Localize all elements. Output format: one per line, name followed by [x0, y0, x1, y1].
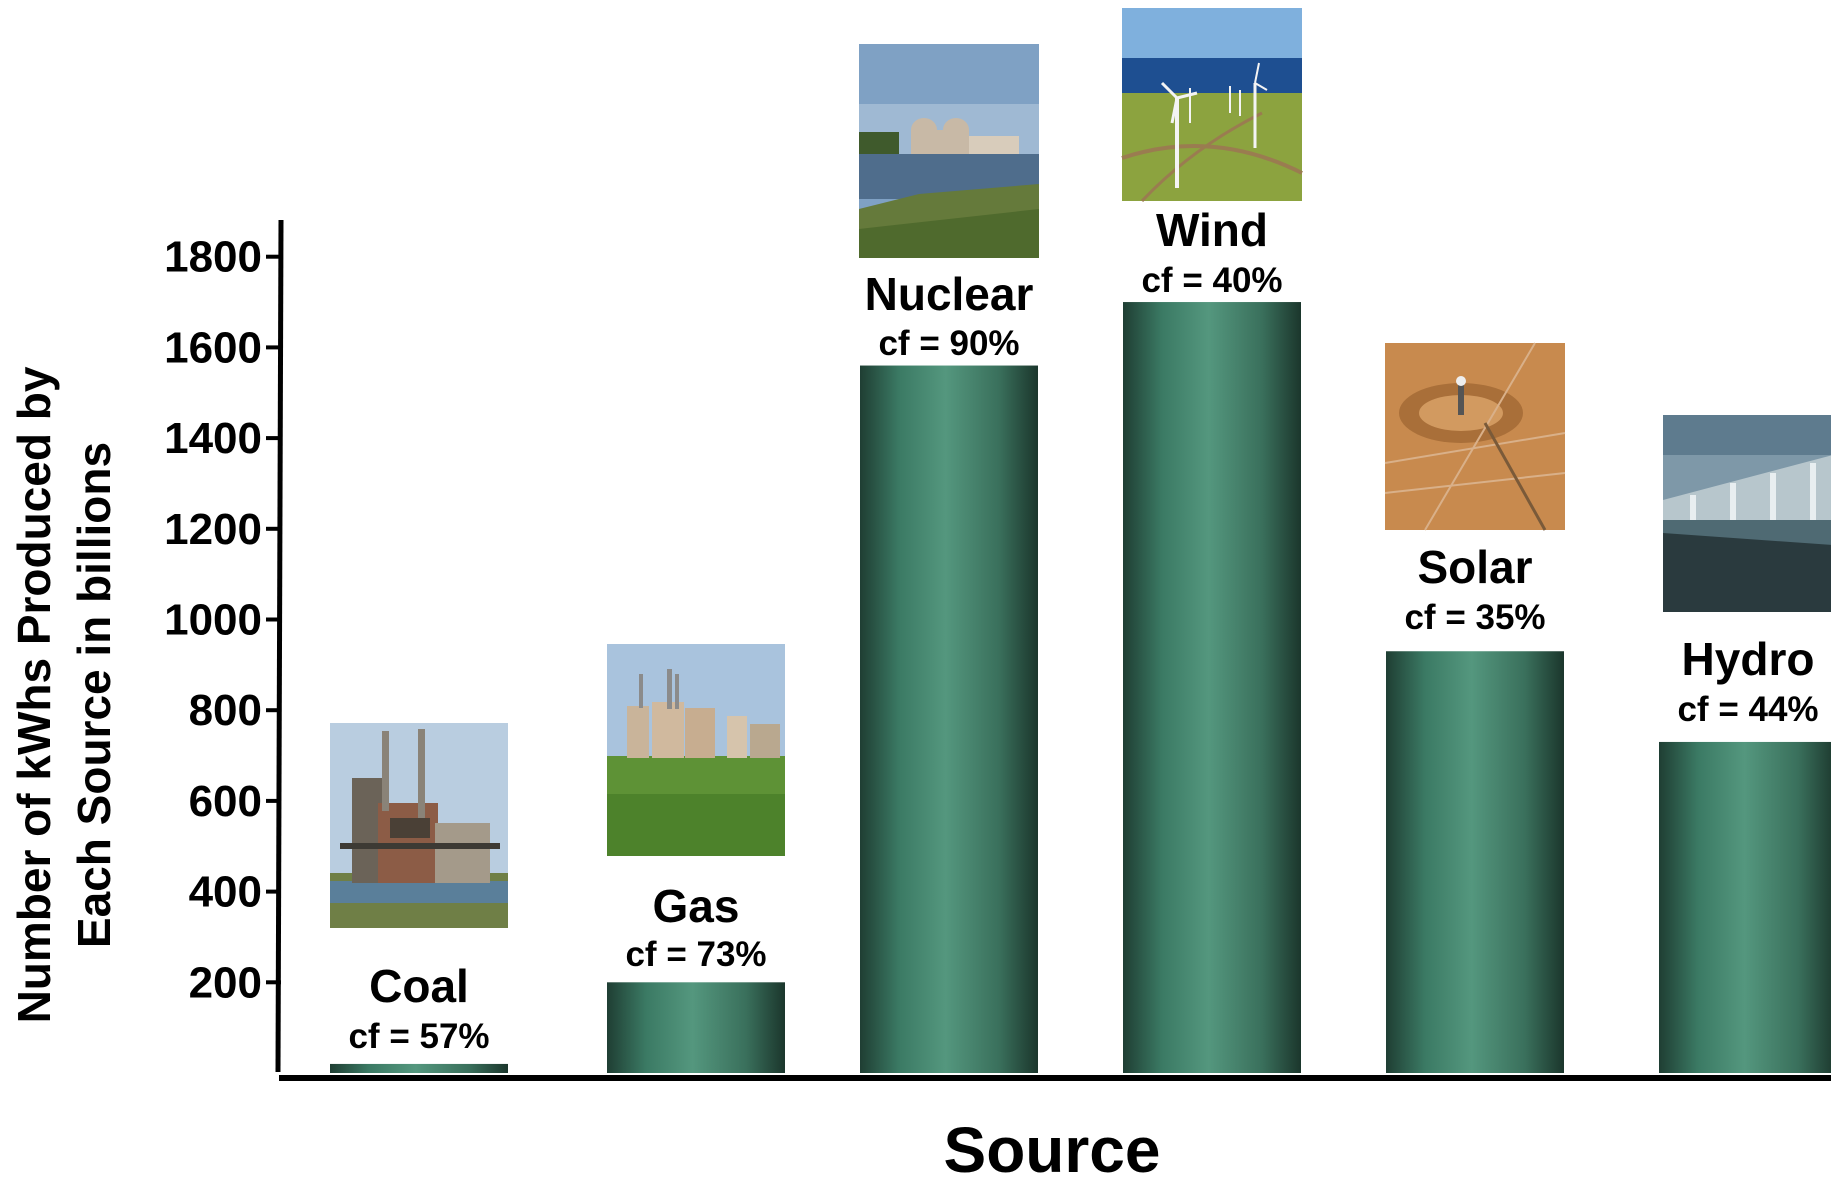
bar-nuclear — [860, 365, 1038, 1073]
bar-hydro — [1659, 741, 1831, 1073]
wind-farm-photo — [1120, 6, 1304, 203]
category-label-gas: Gas — [653, 880, 740, 932]
solar-tower-plant-photo — [1383, 341, 1567, 532]
y-axis-line — [275, 219, 284, 1073]
category-label-nuclear: Nuclear — [865, 268, 1034, 320]
category-label-wind: Wind — [1156, 204, 1268, 256]
bar-gas — [607, 982, 785, 1073]
x-axis-title: Source — [944, 1114, 1161, 1181]
capacity-factor-label-nuclear: cf = 90% — [878, 324, 1019, 363]
category-label-solar: Solar — [1417, 541, 1532, 593]
y-axis-title-line-2: Each Source in billions — [68, 442, 120, 948]
bar-solar — [1386, 651, 1564, 1073]
y-tick-label: 400 — [189, 868, 262, 917]
y-tick-label: 1400 — [164, 414, 262, 463]
capacity-factor-label-gas: cf = 73% — [625, 935, 766, 974]
hydro-dam-photo — [1663, 415, 1831, 612]
y-tick-label: 1200 — [164, 505, 262, 554]
y-tick-label: 1800 — [164, 233, 262, 282]
capacity-factor-label-hydro: cf = 44% — [1677, 690, 1818, 729]
bar-coal — [330, 1063, 508, 1073]
gas-power-plant-photo — [607, 644, 785, 856]
capacity-factor-label-wind: cf = 40% — [1141, 261, 1282, 300]
category-label-coal: Coal — [369, 960, 469, 1012]
y-axis-title-line-1: Number of kWhs Produced by — [8, 366, 60, 1023]
axes — [275, 219, 1831, 1081]
category-label-hydro: Hydro — [1682, 633, 1815, 685]
y-tick-label: 1600 — [164, 323, 262, 372]
y-tick-label: 800 — [189, 686, 262, 735]
bar-wind — [1123, 302, 1301, 1073]
capacity-factor-label-solar: cf = 35% — [1404, 598, 1545, 637]
y-axis-title: Number of kWhs Produced by Each Source i… — [8, 366, 120, 1023]
coal-power-plant-photo — [330, 723, 508, 928]
nuclear-power-plant-photo — [859, 44, 1039, 258]
y-tick-label: 600 — [189, 777, 262, 826]
y-tick-label: 200 — [189, 958, 262, 1007]
capacity-factor-label-coal: cf = 57% — [348, 1017, 489, 1056]
y-tick-label: 1000 — [164, 596, 262, 645]
